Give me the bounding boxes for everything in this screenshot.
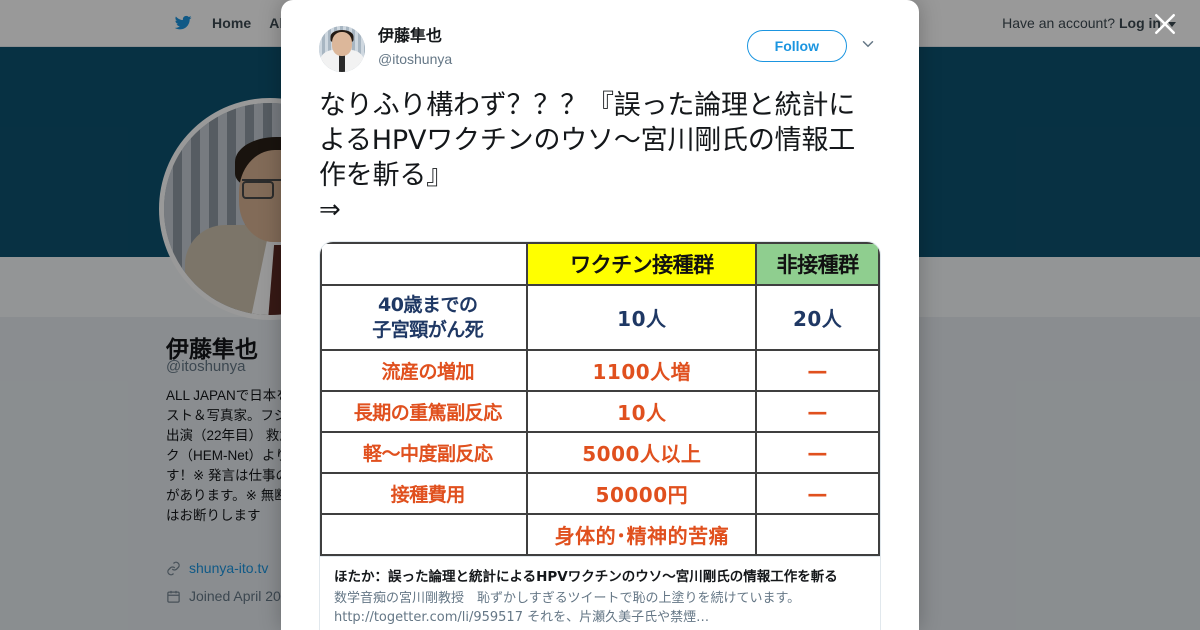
avatar-tie [339, 54, 345, 72]
table-row-label: 軽～中度副反応 [320, 431, 529, 474]
table-cell-unvaccinated: 20人 [755, 284, 880, 351]
nav-item-home[interactable]: Home [212, 15, 252, 31]
table-row: 流産の増加 1100人増 — [320, 349, 880, 392]
tweet-author-handle[interactable]: @itoshunya [378, 51, 453, 67]
table-cell-vaccinated: 10人 [526, 390, 758, 433]
link-icon [166, 561, 181, 576]
table-row-label: 接種費用 [320, 472, 529, 515]
table-row: 身体的･精神的苦痛 [320, 513, 880, 556]
table-cell-unvaccinated [755, 513, 880, 556]
link-card-title: ほたか：誤った論理と統計によるHPVワクチンのウソ～宮川剛氏の情報工作を斬る [334, 569, 838, 585]
table-cell-vaccinated: 50000円 [526, 472, 758, 515]
more-options-button[interactable] [855, 31, 881, 62]
table-row: 軽～中度副反応 5000人以上 — [320, 431, 880, 474]
profile-joined-text: Joined April 2010 [189, 588, 297, 604]
close-icon [1150, 9, 1180, 39]
tweet-text-body: なりふり構わず？？？『誤った論理と統計によるHPVワクチンのウソ～宮川剛氏の情報… [319, 90, 856, 191]
twitter-bird-icon[interactable] [172, 14, 194, 32]
tweet-modal: 伊藤隼也 @itoshunya Follow なりふり構わず？？？『誤った論理と… [281, 0, 919, 630]
tweet-author-avatar[interactable] [319, 26, 365, 72]
table-cell-unvaccinated: — [755, 390, 880, 433]
table-row: 40歳までの 子宮頸がん死 10人 20人 [320, 284, 880, 351]
login-link[interactable]: Log in [1119, 15, 1161, 31]
table-cell-unvaccinated: — [755, 431, 880, 474]
table-cell-vaccinated: 身体的･精神的苦痛 [526, 513, 758, 556]
table-cell-vaccinated: 5000人以上 [526, 431, 758, 474]
table-header-row: ワクチン接種群 非接種群 [320, 242, 880, 286]
profile-joined-row: Joined April 2010 [166, 588, 296, 604]
tweet-author-names: 伊藤隼也 @itoshunya [378, 26, 747, 69]
table-row-label: 流産の増加 [320, 349, 529, 392]
follow-button[interactable]: Follow [746, 30, 847, 62]
link-card-description-line2: http://togetter.com/li/959517 それを、片瀬久美子氏… [334, 610, 710, 625]
table-header-unvaccinated: 非接種群 [755, 242, 880, 286]
profile-meta: shunya-ito.tv Joined April 2010 [166, 560, 296, 616]
profile-website-link[interactable]: shunya-ito.tv [189, 560, 269, 576]
chevron-down-icon [859, 35, 877, 58]
table-row-label: 長期の重篤副反応 [320, 390, 529, 433]
tweet-author-display-name[interactable]: 伊藤隼也 [378, 28, 443, 45]
row-label-line1: 40歳までの [378, 294, 478, 316]
table-cell-unvaccinated: — [755, 349, 880, 392]
tweet-text-arrow: ⇒ [319, 195, 341, 225]
table-cell-vaccinated: 10人 [526, 284, 758, 351]
tweet-header: 伊藤隼也 @itoshunya Follow [319, 26, 881, 72]
table-row: 接種費用 50000円 — [320, 472, 880, 515]
table-row-label: 40歳までの 子宮頸がん死 [320, 284, 529, 351]
caret-down-icon[interactable] [1168, 21, 1176, 27]
link-card-description: 数学音痴の宮川剛教授 恥ずかしすぎるツイートで恥の上塗りを続けています。 htt… [334, 589, 866, 627]
comparison-table: ワクチン接種群 非接種群 40歳までの 子宮頸がん死 10人 20人 流産の増加… [320, 242, 880, 556]
calendar-icon [166, 589, 181, 604]
row-label-line2: 子宮頸がん死 [372, 319, 484, 341]
account-prompt-text: Have an account? [1002, 15, 1115, 31]
tweet-media-table[interactable]: ワクチン接種群 非接種群 40歳までの 子宮頸がん死 10人 20人 流産の増加… [319, 241, 881, 557]
avatar-face [332, 32, 352, 57]
table-cell-vaccinated: 1100人増 [526, 349, 758, 392]
tweet-header-actions: Follow [746, 26, 881, 62]
tweet-container: 伊藤隼也 @itoshunya Follow なりふり構わず？？？『誤った論理と… [281, 0, 919, 630]
profile-display-name: 伊藤隼也 [166, 336, 258, 362]
table-corner-cell [320, 242, 529, 286]
tweet-text: なりふり構わず？？？『誤った論理と統計によるHPVワクチンのウソ～宮川剛氏の情報… [319, 88, 881, 227]
table-row-label [320, 513, 529, 556]
profile-handle: @itoshunya [166, 358, 246, 375]
table-header-vaccinated: ワクチン接種群 [526, 242, 758, 286]
link-preview-card[interactable]: ほたか：誤った論理と統計によるHPVワクチンのウソ～宮川剛氏の情報工作を斬る 数… [319, 557, 881, 630]
table-row: 長期の重篤副反応 10人 — [320, 390, 880, 433]
profile-website-row[interactable]: shunya-ito.tv [166, 560, 296, 576]
table-cell-unvaccinated: — [755, 472, 880, 515]
link-card-description-line1: 数学音痴の宮川剛教授 恥ずかしすぎるツイートで恥の上塗りを続けています。 [334, 591, 801, 606]
close-button[interactable] [1150, 9, 1180, 39]
